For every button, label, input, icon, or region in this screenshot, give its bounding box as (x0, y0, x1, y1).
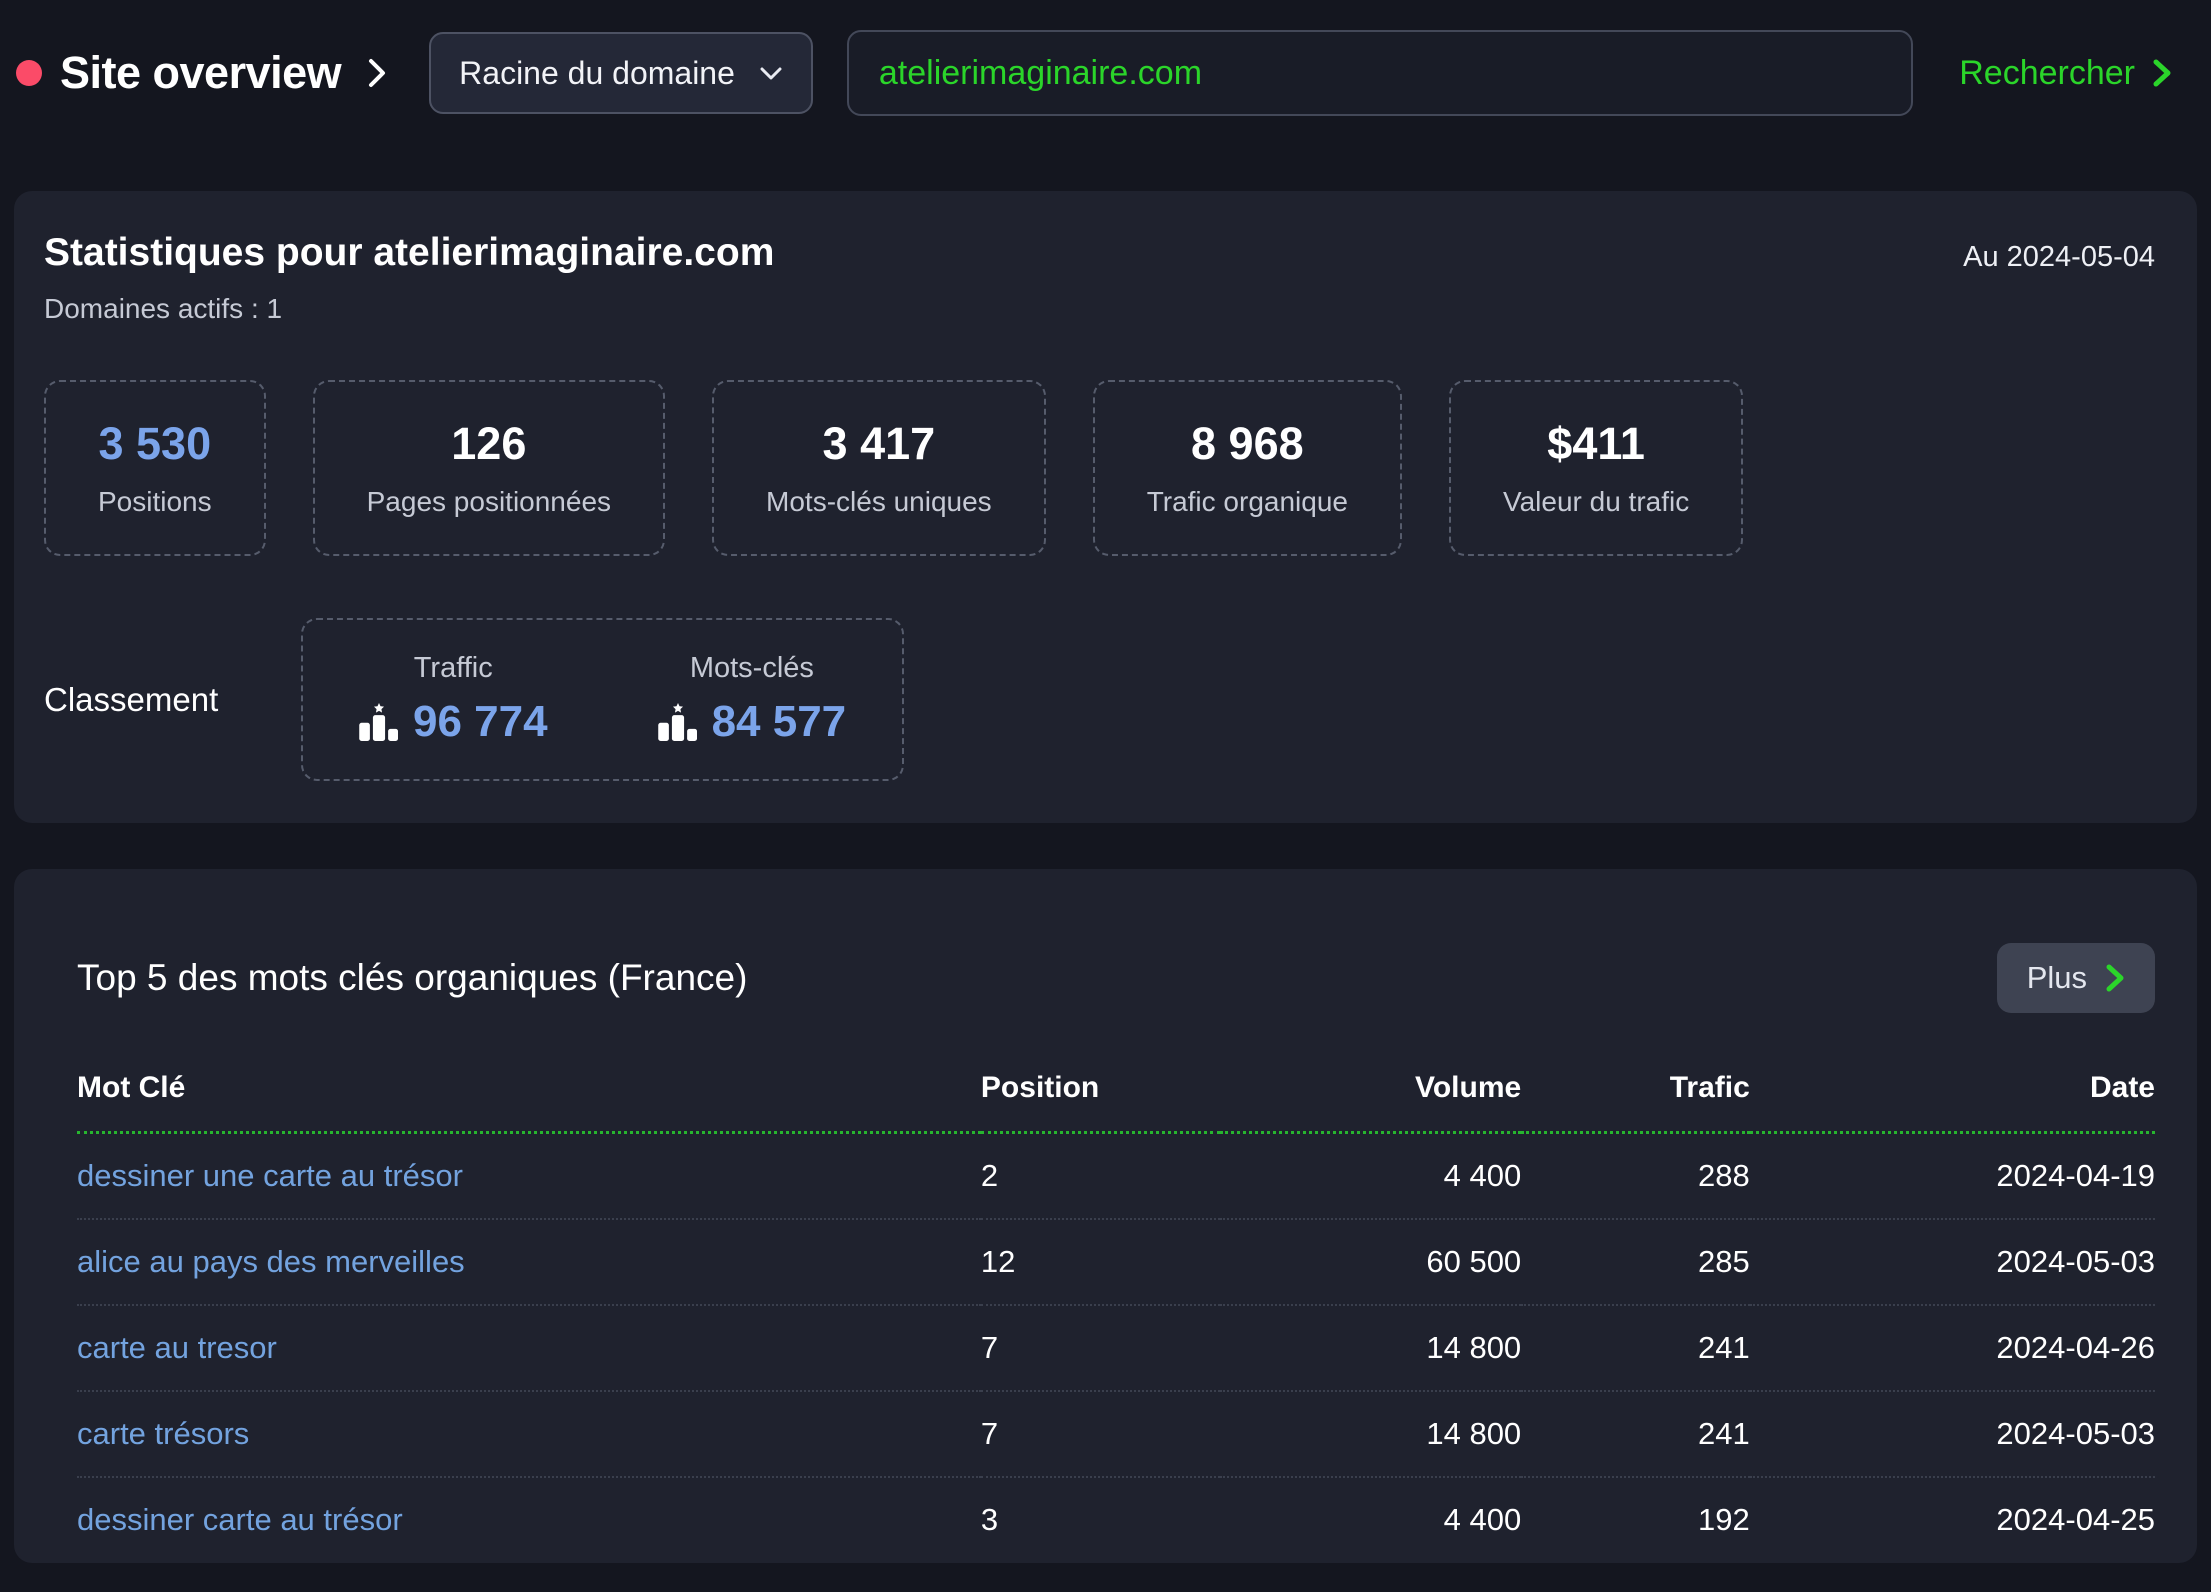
keywords-table-header-row: Mot Clé Position Volume Trafic Date (77, 1071, 2155, 1133)
ranking-label: Classement (44, 680, 219, 718)
active-domains-label: Domaines actifs : 1 (44, 293, 283, 324)
keywords-panel: Top 5 des mots clés organiques (France) … (14, 869, 2197, 1563)
pages-label: Pages positionnées (366, 486, 612, 517)
position-cell: 7 (980, 1416, 999, 1451)
search-button[interactable]: Rechercher (1953, 53, 2179, 94)
podium-star-icon (657, 703, 697, 741)
keywords-title: Top 5 des mots clés organiques (France) (77, 957, 748, 998)
position-cell: 12 (980, 1244, 1016, 1279)
unique-keywords-value: 3 417 (822, 418, 936, 469)
date-cell: 2024-04-25 (1996, 1502, 2155, 1537)
volume-cell: 4 400 (1443, 1158, 1522, 1193)
scope-select-label: Racine du domaine (459, 54, 735, 91)
volume-cell: 14 800 (1426, 1330, 1522, 1365)
table-row: dessiner une carte au trésor 2 4 400 288… (77, 1133, 2155, 1220)
table-row: carte trésors 7 14 800 241 2024-05-03 (77, 1391, 2155, 1477)
date-cell: 2024-05-03 (1996, 1244, 2155, 1279)
traffic-value-value: $411 (1547, 418, 1645, 469)
position-cell: 3 (980, 1502, 999, 1537)
ranking-traffic-value-row[interactable]: 96 774 (359, 697, 548, 747)
traffic-cell: 288 (1698, 1158, 1750, 1193)
podium-star-icon (359, 703, 398, 741)
chevron-right-icon (2153, 59, 2171, 87)
keyword-link[interactable]: dessiner une carte au trésor (77, 1158, 463, 1193)
search-button-label: Rechercher (1959, 53, 2135, 92)
col-header-position: Position (980, 1071, 1100, 1104)
col-header-volume: Volume (1415, 1071, 1522, 1104)
volume-cell: 60 500 (1426, 1244, 1522, 1279)
table-row: carte au tresor 7 14 800 241 2024-04-26 (77, 1305, 2155, 1391)
topbar: Site overview Racine du domaine Recherch… (0, 0, 2211, 146)
stat-card-organic-traffic: 8 968 Trafic organique (1092, 380, 1402, 556)
ranking-traffic-value: 96 774 (413, 697, 548, 746)
ranking-traffic-label: Traffic (413, 652, 493, 684)
pages-value: 126 (451, 418, 527, 469)
volume-cell: 4 400 (1443, 1502, 1522, 1537)
organic-traffic-value: 8 968 (1191, 418, 1304, 469)
stat-card-unique-keywords: 3 417 Mots-clés uniques (712, 380, 1046, 556)
stats-date: Au 2024-05-04 (1963, 241, 2155, 273)
ranking-row: Classement Traffic 96 774 (44, 618, 2155, 781)
ranking-traffic: Traffic 96 774 (359, 652, 548, 747)
position-cell: 7 (980, 1330, 999, 1365)
ranking-keywords-value-row[interactable]: 84 577 (657, 697, 847, 747)
chevron-right-icon (2106, 964, 2124, 992)
domain-input[interactable] (846, 30, 1914, 116)
stat-card-positions: 3 530 Positions (44, 380, 266, 556)
col-header-date: Date (2089, 1071, 2155, 1104)
keywords-table: Mot Clé Position Volume Trafic Date dess… (77, 1071, 2155, 1562)
stats-title: Statistiques pour atelierimaginaire.com (44, 231, 775, 274)
col-header-traffic: Trafic (1669, 1071, 1750, 1104)
traffic-cell: 192 (1698, 1502, 1750, 1537)
keyword-link[interactable]: dessiner carte au trésor (77, 1502, 403, 1537)
breadcrumb-chevron-icon (369, 59, 386, 87)
date-cell: 2024-04-19 (1996, 1158, 2155, 1193)
ranking-box: Traffic 96 774 Mots-clés (301, 618, 905, 781)
page-title: Site overview (60, 47, 342, 98)
stat-card-pages: 126 Pages positionnées (312, 380, 666, 556)
volume-cell: 14 800 (1426, 1416, 1522, 1451)
unique-keywords-label: Mots-clés uniques (766, 486, 992, 517)
table-row: alice au pays des merveilles 12 60 500 2… (77, 1219, 2155, 1305)
traffic-cell: 285 (1698, 1244, 1750, 1279)
traffic-cell: 241 (1698, 1416, 1750, 1451)
status-dot (16, 60, 42, 86)
positions-value[interactable]: 3 530 (98, 418, 212, 469)
chevron-down-icon (760, 67, 782, 79)
ranking-keywords-label: Mots-clés (689, 652, 814, 684)
positions-label: Positions (98, 486, 212, 517)
stats-panel: Statistiques pour atelierimaginaire.com … (14, 191, 2197, 823)
ranking-keywords-value: 84 577 (711, 697, 847, 746)
date-cell: 2024-04-26 (1996, 1330, 2155, 1365)
col-header-keyword: Mot Clé (77, 1071, 186, 1104)
stat-card-traffic-value: $411 Valeur du trafic (1448, 380, 1744, 556)
keyword-link[interactable]: alice au pays des merveilles (77, 1244, 465, 1279)
more-button[interactable]: Plus (1996, 943, 2155, 1013)
more-button-label: Plus (2026, 960, 2087, 995)
traffic-value-label: Valeur du trafic (1502, 486, 1690, 517)
traffic-cell: 241 (1698, 1330, 1750, 1365)
scope-select[interactable]: Racine du domaine (429, 32, 813, 114)
organic-traffic-label: Trafic organique (1146, 486, 1348, 517)
table-row: dessiner carte au trésor 3 4 400 192 202… (77, 1477, 2155, 1562)
stat-cards: 3 530 Positions 126 Pages positionnées 3… (44, 380, 2155, 556)
ranking-keywords: Mots-clés 84 577 (657, 652, 847, 747)
keyword-link[interactable]: carte trésors (77, 1416, 250, 1451)
position-cell: 2 (980, 1158, 999, 1193)
keyword-link[interactable]: carte au tresor (77, 1330, 277, 1365)
date-cell: 2024-05-03 (1996, 1416, 2155, 1451)
